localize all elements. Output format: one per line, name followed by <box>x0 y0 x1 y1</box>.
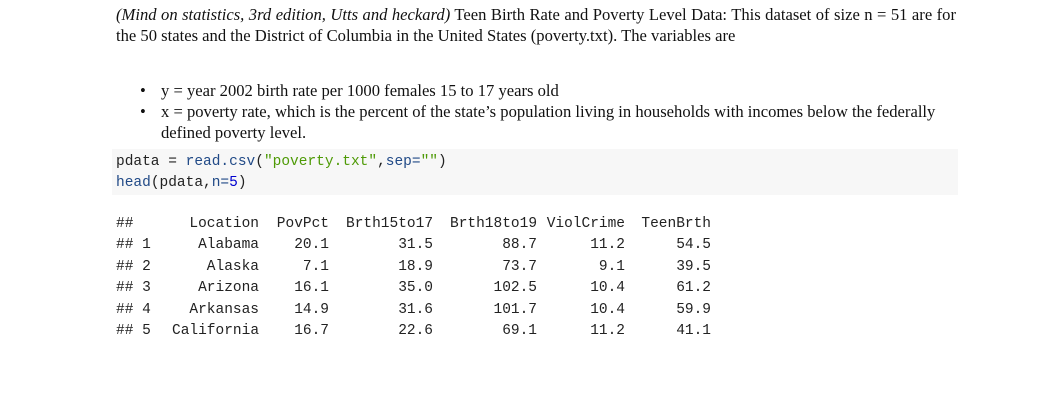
table-cell: 11.2 <box>590 323 626 340</box>
list-item: y = year 2002 birth rate per 1000 female… <box>140 80 956 101</box>
table-cell: 31.5 <box>398 237 434 254</box>
column-header: Brth15to17 <box>346 216 434 232</box>
code-function: head <box>116 175 151 191</box>
column-header: Location <box>189 216 260 232</box>
variable-list: y = year 2002 birth rate per 1000 female… <box>140 80 956 143</box>
table-row: ## 5 California 16.7 22.6 69.1 11.2 41.1 <box>116 321 711 342</box>
code-token: ) <box>438 154 447 170</box>
row-prefix: ## 5 <box>116 323 151 340</box>
code-argument: sep= <box>385 154 421 170</box>
column-header: PovPct <box>276 216 330 232</box>
table-row: ## 2 Alaska 7.1 18.9 73.7 9.1 39.5 <box>116 257 711 278</box>
citation: (Mind on statistics, 3rd edition, Utts a… <box>116 5 451 24</box>
table-cell: 7.1 <box>302 258 330 275</box>
list-item: x = poverty rate, which is the percent o… <box>140 101 956 143</box>
console-output-table: ## Location PovPct Brth15to17 Brth18to19… <box>116 214 711 342</box>
table-cell: 31.6 <box>398 301 434 318</box>
table-cell: 14.9 <box>294 301 330 318</box>
table-cell: 10.4 <box>590 280 626 297</box>
code-token: pdata, <box>159 175 212 191</box>
table-cell: 39.5 <box>676 258 712 275</box>
table-cell: 59.9 <box>676 301 712 318</box>
table-header-row: ## Location PovPct Brth15to17 Brth18to19… <box>116 214 711 235</box>
code-token: ( <box>150 175 160 191</box>
code-string: "" <box>420 154 438 170</box>
code-string: "poverty.txt" <box>263 154 378 170</box>
row-prefix: ## 4 <box>116 301 151 318</box>
code-token: ) <box>237 175 247 191</box>
table-cell: California <box>172 323 260 340</box>
table-cell: Alabama <box>198 237 260 254</box>
intro-paragraph: (Mind on statistics, 3rd edition, Utts a… <box>116 4 956 46</box>
code-block: pdata = read.csv("poverty.txt",sep="") h… <box>112 149 958 195</box>
table-cell: Arizona <box>198 280 260 297</box>
table-cell: 61.2 <box>676 280 712 297</box>
code-token: pdata <box>116 154 160 170</box>
table-cell: 22.6 <box>398 323 434 340</box>
code-argument: n= <box>211 175 230 191</box>
table-cell: 88.7 <box>502 237 538 254</box>
column-header: TeenBrth <box>641 216 712 232</box>
table-cell: 101.7 <box>493 301 538 318</box>
table-cell: 16.7 <box>294 323 330 340</box>
row-prefix: ## 1 <box>116 237 151 254</box>
code-function: read.csv <box>185 154 256 170</box>
table-cell: 73.7 <box>502 258 538 275</box>
table-cell: 54.5 <box>676 237 712 254</box>
table-cell: 35.0 <box>398 280 434 297</box>
code-token: ( <box>255 154 264 170</box>
code-number: 5 <box>229 175 238 191</box>
table-row: ## 1 Alabama 20.1 31.5 88.7 11.2 54.5 <box>116 235 711 256</box>
table-cell: 20.1 <box>294 237 330 254</box>
table-cell: Arkansas <box>189 301 260 318</box>
row-prefix: ## <box>116 216 134 232</box>
table-cell: 10.4 <box>590 301 626 318</box>
table-cell: Alaska <box>206 258 260 275</box>
intro-text: Teen Birth Rate and Poverty Level Data: … <box>116 5 957 45</box>
table-cell: 9.1 <box>598 258 626 275</box>
table-cell: 41.1 <box>676 323 712 340</box>
table-cell: 16.1 <box>294 280 330 297</box>
table-cell: 18.9 <box>398 258 434 275</box>
code-token: = <box>159 154 186 170</box>
table-cell: 102.5 <box>493 280 538 297</box>
table-row: ## 4 Arkansas 14.9 31.6 101.7 10.4 59.9 <box>116 300 711 321</box>
table-row: ## 3 Arizona 16.1 35.0 102.5 10.4 61.2 <box>116 278 711 299</box>
table-cell: 69.1 <box>502 323 538 340</box>
code-token: , <box>377 154 386 170</box>
table-cell: 11.2 <box>590 237 626 254</box>
column-header: ViolCrime <box>546 216 626 232</box>
row-prefix: ## 3 <box>116 280 151 297</box>
column-header: Brth18to19 <box>450 216 538 232</box>
row-prefix: ## 2 <box>116 258 151 275</box>
